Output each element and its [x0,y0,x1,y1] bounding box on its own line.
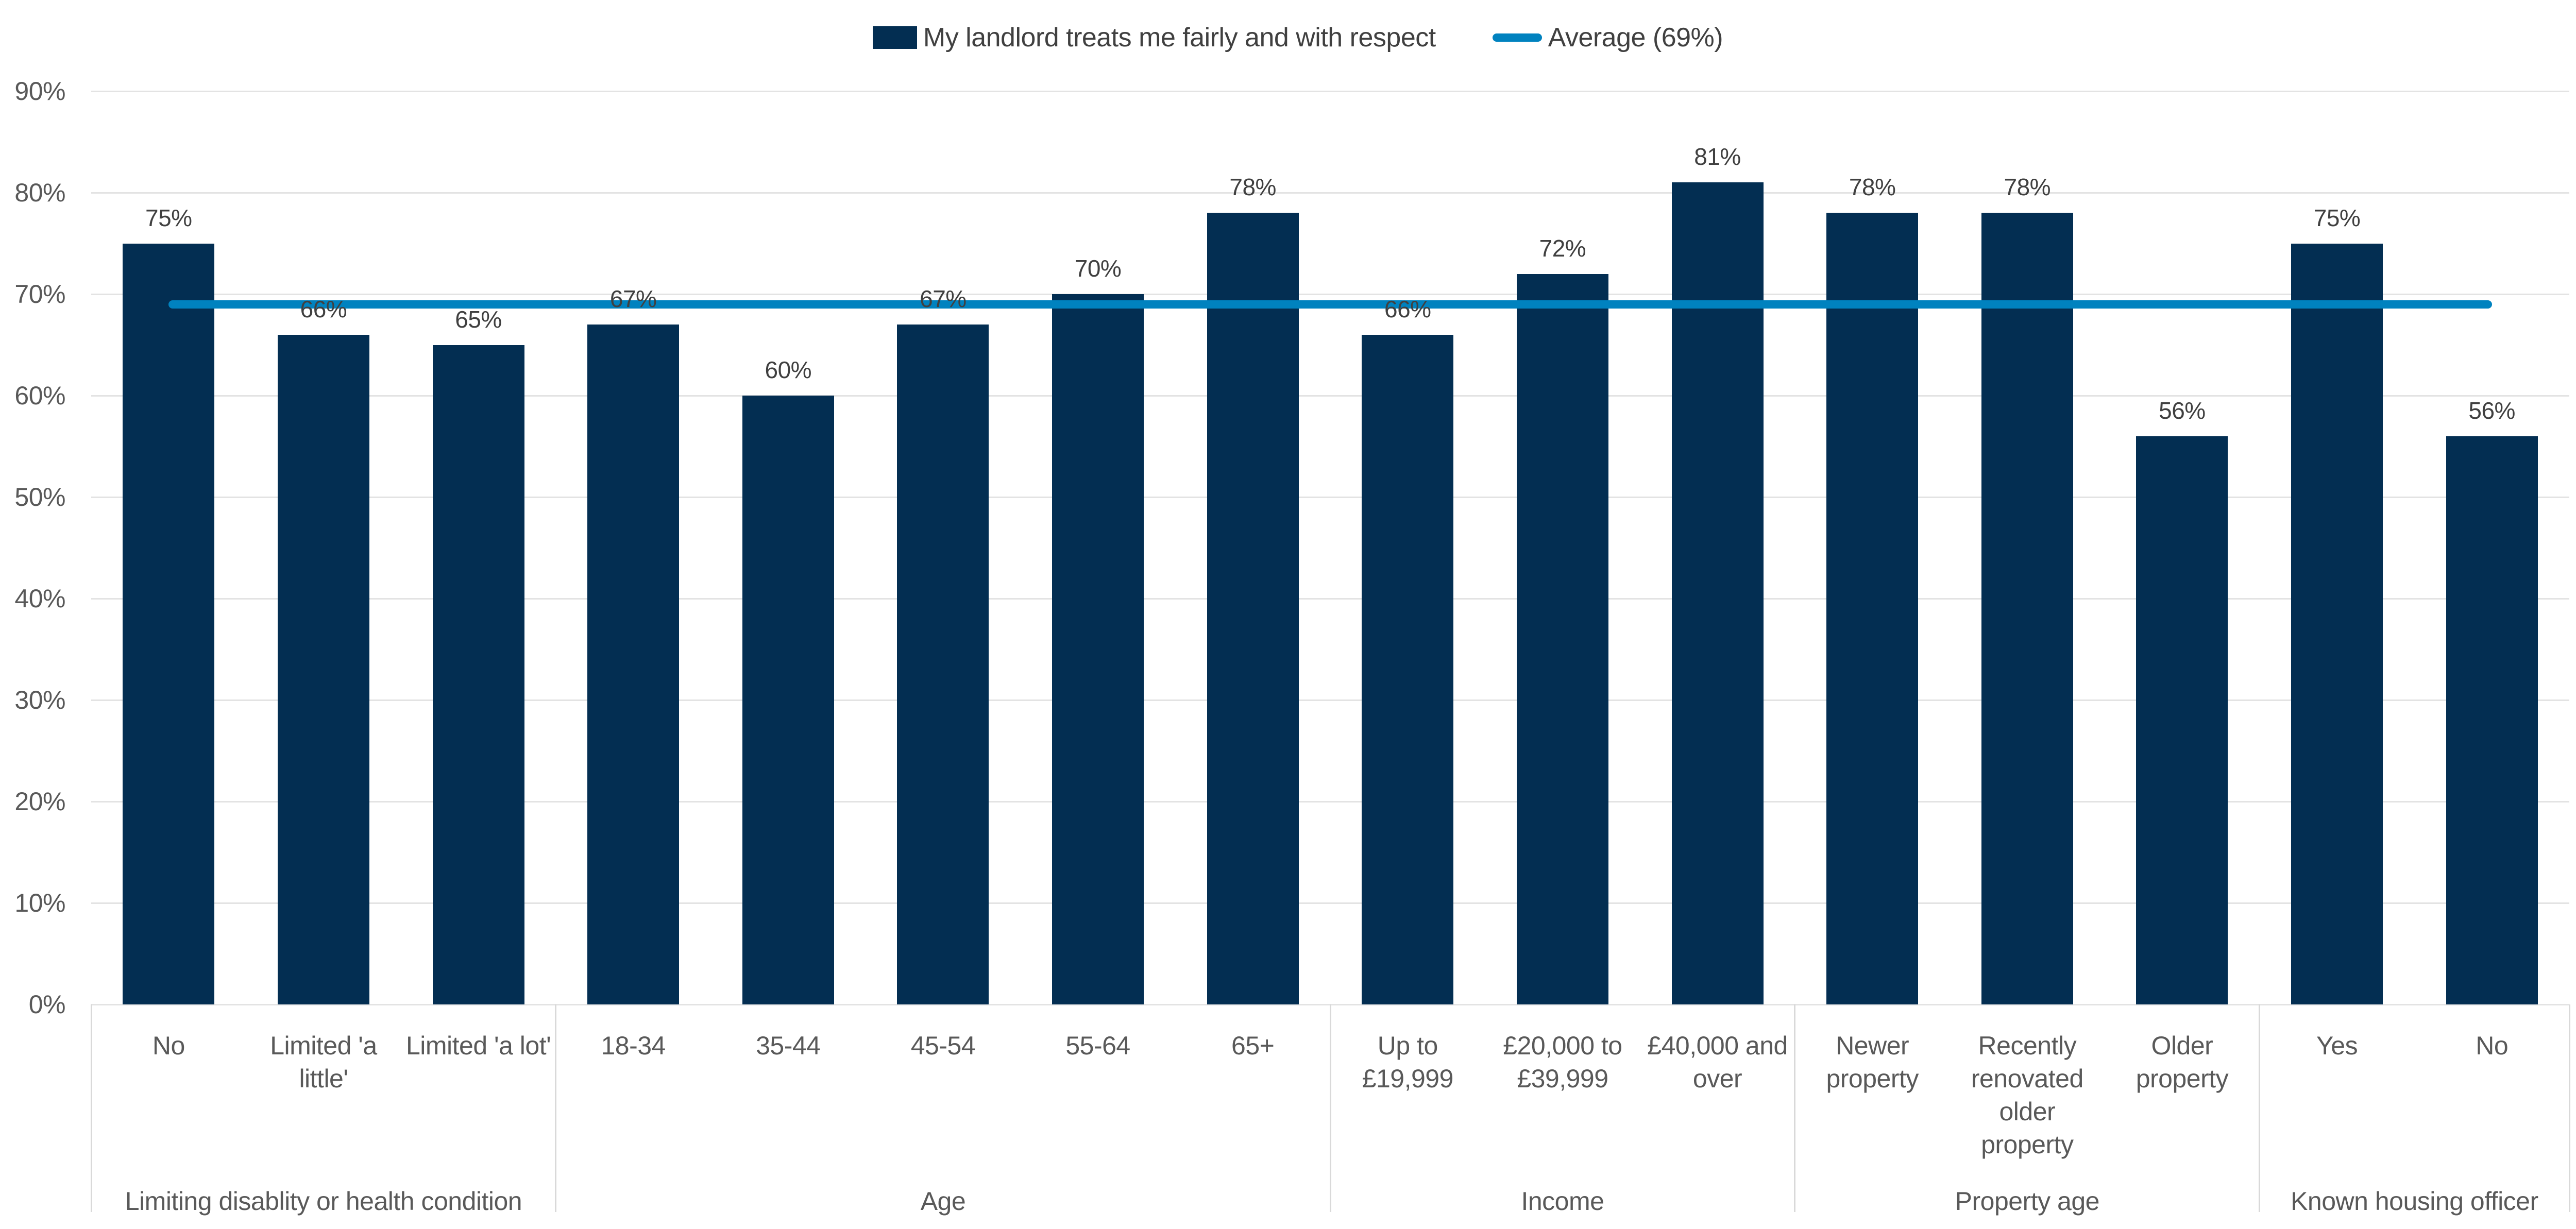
bar-value-label: 78% [1849,174,1896,201]
bar [1362,334,1454,1004]
bar [897,325,989,1004]
category-label: Newer property [1826,1031,1919,1093]
bar-value-label: 67% [920,285,967,313]
category-label: 55-64 [1065,1031,1130,1060]
y-tick-label: 60% [14,381,65,410]
gridline [91,395,2569,397]
gridline [91,496,2569,498]
bar-value-label: 56% [2468,397,2515,424]
group-separator [555,1004,557,1212]
bar-value-label: 70% [1074,255,1122,282]
group-label: Income [1521,1187,1604,1216]
y-tick-label: 20% [14,787,65,816]
gridline [91,902,2569,904]
bar [2136,436,2228,1004]
legend-item-average: Average (69%) [1492,22,1723,53]
category-label: £40,000 and over [1647,1031,1788,1093]
bar [432,345,524,1004]
y-tick-label: 80% [14,178,65,207]
category-label: Limited 'a lot' [405,1031,551,1060]
category-label: 65+ [1231,1031,1275,1060]
bar-value-label: 78% [2004,174,2051,201]
bar-value-label: 65% [455,305,502,333]
category-label: Recently renovated older property [1971,1031,2083,1159]
group-label: Limiting disablity or health condition [125,1187,522,1216]
bar-value-label: 66% [1384,295,1431,322]
bar-value-label: 81% [1694,143,1741,170]
category-label: £20,000 to £39,999 [1503,1031,1622,1093]
legend-average-line-swatch [1492,33,1542,42]
legend-average-label: Average (69%) [1548,23,1723,53]
bar-value-label: 75% [145,204,192,231]
category-label: 45-54 [910,1031,976,1060]
bar-value-label: 72% [1539,234,1586,262]
bar [587,325,680,1004]
bar [1207,213,1299,1004]
y-tick-label: 90% [14,77,65,106]
gridline [91,598,2569,600]
gridline [91,699,2569,701]
category-label: 18-34 [601,1031,666,1060]
category-label: Limited 'a little' [270,1031,377,1093]
category-label: No [2476,1031,2509,1060]
bar [2446,436,2538,1004]
legend-series-label: My landlord treats me fairly and with re… [923,23,1436,53]
legend: My landlord treats me fairly and with re… [0,21,2576,55]
category-label: No [152,1031,185,1060]
plot-area: 75% 66% 65% 67% 60% 67% 70% 78% 66% 72% 81% 78% 78% 5… [91,90,2569,1005]
bar [277,334,369,1004]
bar-value-label: 67% [609,285,657,313]
legend-item-series: My landlord treats me fairly and with re… [872,22,1436,53]
group-separator [90,1004,92,1212]
group-separator [2259,1004,2261,1212]
gridline [91,90,2569,92]
bar-value-label: 78% [1229,174,1276,201]
group-separator [1329,1004,1331,1212]
group-label: Property age [1955,1187,2100,1216]
bar [1052,294,1144,1004]
bar [742,396,834,1004]
group-separator [1794,1004,1796,1212]
average-line [168,300,2492,309]
group-separator [2568,1004,2570,1212]
legend-series-swatch [872,26,917,49]
gridline [91,192,2569,194]
y-tick-label: 0% [28,990,66,1019]
category-label: Up to £19,999 [1362,1031,1454,1093]
bar [1516,274,1608,1004]
gridline [91,800,2569,803]
bar-value-label: 56% [2159,397,2206,424]
bar [1826,213,1919,1004]
category-label: 35-44 [756,1031,821,1060]
bar [2291,243,2383,1004]
bar-value-label: 66% [300,295,347,322]
category-label: Older property [2136,1031,2229,1093]
group-label: Age [920,1187,966,1216]
y-tick-label: 30% [14,686,65,714]
bar-value-label: 60% [765,356,812,383]
bar-value-label: 75% [2313,204,2361,231]
y-tick-label: 10% [14,889,65,917]
y-tick-label: 70% [14,280,65,309]
bar [1671,182,1764,1004]
bar [123,243,215,1004]
gridline [91,293,2569,295]
y-tick-label: 50% [14,483,65,511]
category-label: Yes [2316,1031,2358,1060]
group-label: Known housing officer [2291,1187,2538,1216]
y-tick-label: 40% [14,584,65,613]
bar [1981,213,2073,1004]
